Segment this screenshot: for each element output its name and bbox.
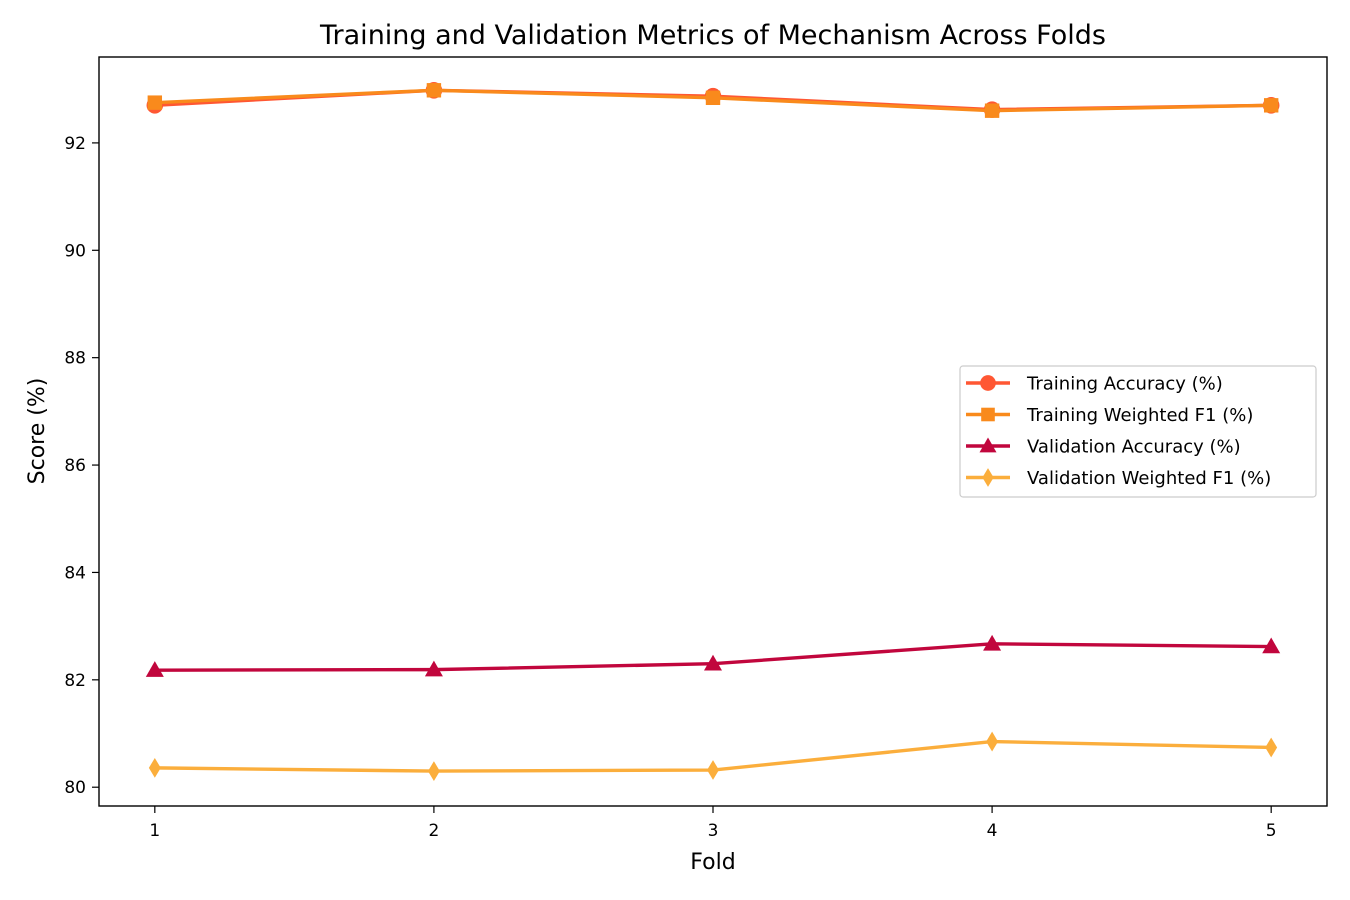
legend-label: Validation Accuracy (%) [1027, 437, 1241, 458]
x-tick-label: 3 [708, 821, 719, 841]
y-tick-label: 88 [64, 349, 86, 369]
data-point [148, 757, 161, 778]
data-point [707, 760, 719, 780]
data-point [147, 95, 163, 110]
data-point [983, 634, 1002, 651]
y-tick-label: 90 [64, 241, 86, 261]
x-tick-label: 4 [987, 821, 998, 841]
data-point [984, 103, 1000, 118]
legend-item: Validation Weighted F1 (%) [966, 468, 1271, 489]
legend: Training Accuracy (%) Training Weighted F… [959, 365, 1317, 498]
legend-label: Training Accuracy (%) [1026, 374, 1223, 395]
data-point [1263, 98, 1279, 113]
legend-box [959, 365, 1317, 498]
y-tick-label: 82 [64, 671, 86, 691]
x-axis: 1 2 3 4 5 [149, 806, 1277, 841]
legend-item: Training Accuracy (%) [966, 374, 1223, 395]
series-layer [145, 82, 1281, 782]
data-point [426, 83, 442, 98]
x-tick-label: 5 [1266, 821, 1277, 841]
legend-item: Validation Accuracy (%) [966, 437, 1241, 458]
series-3 [145, 634, 1281, 677]
legend-marker [981, 407, 995, 422]
y-axis: 80 82 84 86 88 90 92 [64, 134, 99, 798]
data-point [1262, 637, 1281, 654]
y-tick-label: 92 [64, 134, 86, 154]
data-point [704, 654, 722, 671]
data-point [427, 761, 440, 782]
y-tick-label: 86 [64, 456, 86, 476]
legend-item: Training Weighted F1 (%) [966, 405, 1253, 426]
legend-label: Training Weighted F1 (%) [1026, 405, 1253, 426]
data-point [705, 90, 721, 106]
data-point [424, 660, 443, 677]
x-tick-label: 2 [428, 821, 439, 841]
series-4 [148, 731, 1278, 782]
data-point [145, 661, 164, 677]
legend-marker [979, 437, 997, 453]
data-point [1265, 737, 1278, 758]
y-tick-label: 84 [64, 563, 86, 583]
y-tick-label: 80 [64, 778, 86, 798]
x-axis-label: Fold [690, 850, 735, 875]
series-2 [147, 83, 1279, 118]
chart-title: Training and Validation Metrics of Mecha… [319, 20, 1106, 51]
x-tick-label: 1 [149, 821, 160, 841]
legend-marker [980, 375, 996, 391]
data-point [986, 731, 999, 752]
y-axis-label: Score (%) [25, 378, 50, 485]
legend-label: Validation Weighted F1 (%) [1027, 468, 1271, 489]
legend-marker [982, 468, 994, 487]
